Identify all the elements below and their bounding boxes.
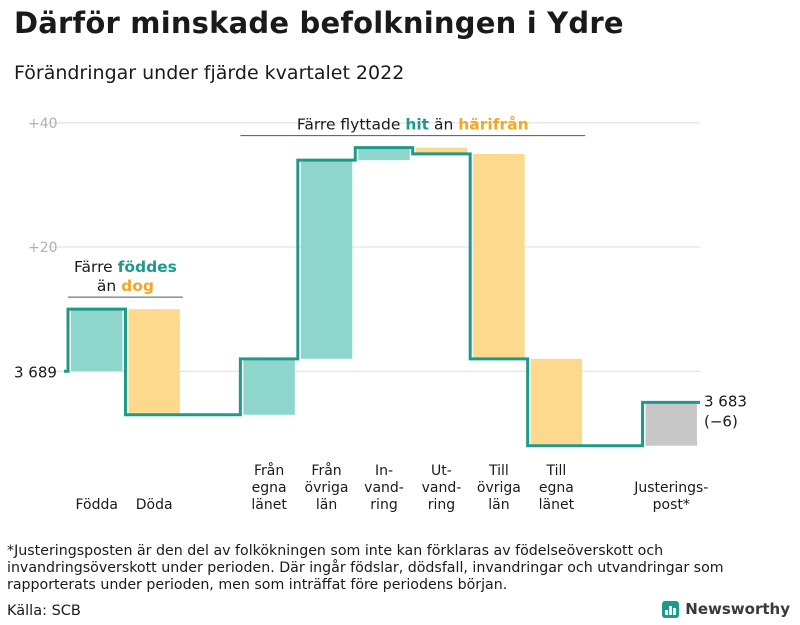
annotation-text-segment: hit (405, 116, 429, 134)
waterfall-bar (300, 160, 353, 359)
source-label: Källa: SCB (7, 603, 81, 619)
waterfall-bar (71, 309, 123, 372)
start-value-label: 3 689 (14, 363, 57, 381)
category-label: vand- (422, 480, 462, 496)
annotation-text-segment: Färre (74, 258, 118, 276)
annotation-text-segment: härifrån (458, 115, 528, 134)
category-label: övriga (305, 480, 349, 496)
waterfall-bar (358, 147, 410, 161)
category-label: ring (370, 497, 397, 513)
category-label: Till (488, 463, 509, 479)
chart-title: Därför minskade befolkningen i Ydre (14, 6, 624, 40)
waterfall-bar (243, 358, 295, 415)
annotation-text-segment: än (97, 277, 121, 295)
annotation-text-segment: Färre flyttade (297, 116, 405, 134)
category-label: Ut- (431, 463, 452, 479)
footnote: *Justeringsposten är den del av folkökni… (7, 543, 724, 593)
newsworthy-logo: Newsworthy (662, 600, 790, 618)
y-tick-label: +20 (28, 240, 58, 256)
y-tick-label: +40 (28, 116, 58, 132)
category-label: länet (539, 497, 575, 513)
category-label: egna (252, 480, 287, 496)
category-label: vand- (364, 480, 404, 496)
end-value-label: 3 683 (704, 393, 747, 411)
waterfall-bar (645, 402, 697, 446)
category-label: övriga (477, 480, 521, 496)
waterfall-bar (530, 358, 583, 446)
waterfall-bar (128, 309, 180, 415)
category-label: länet (251, 497, 287, 513)
category-label: län (488, 497, 509, 513)
category-label: Från (254, 462, 284, 479)
category-label: Födda (75, 497, 117, 513)
category-label: post* (653, 497, 690, 513)
category-label: Justerings- (633, 480, 708, 496)
annotation-text-segment: dog (121, 277, 154, 295)
category-label: egna (539, 480, 574, 496)
category-label: Till (545, 463, 566, 479)
category-label: län (316, 497, 337, 513)
category-label: ring (428, 497, 455, 513)
waterfall-bar (415, 147, 468, 154)
waterfall-bar (473, 153, 525, 359)
chart-subtitle: Förändringar under fjärde kvartalet 2022 (14, 62, 405, 84)
end-change-label: (−6) (704, 413, 738, 431)
annotation-text: än dog (97, 277, 154, 295)
annotation-text-segment: föddes (118, 258, 177, 276)
cumulative-step-line (64, 146, 700, 448)
annotation-text-segment: än (429, 116, 458, 134)
category-label: Döda (136, 497, 173, 513)
category-label: In- (375, 463, 393, 479)
category-label: Från (311, 462, 341, 479)
annotation-text: Färre föddes (74, 258, 177, 276)
annotation-text: Färre flyttade hit än härifrån (297, 115, 529, 134)
newsworthy-logo-icon (662, 600, 680, 618)
logo-text: Newsworthy (685, 600, 790, 618)
